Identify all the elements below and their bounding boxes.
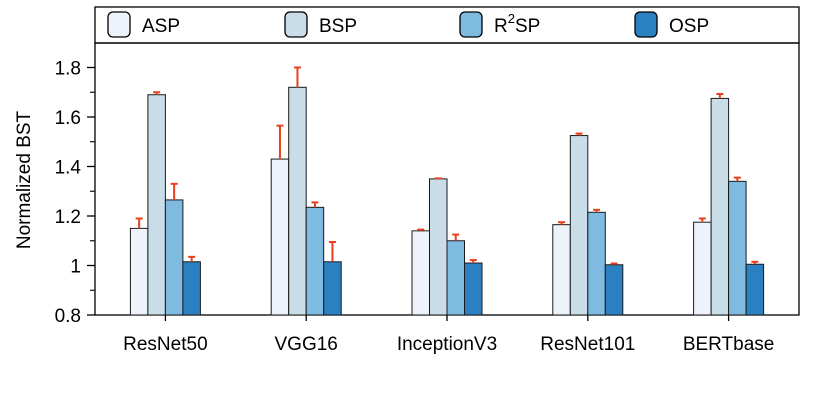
bars <box>129 86 765 316</box>
bar <box>429 178 448 316</box>
x-tick-label: ResNet101 <box>540 334 635 355</box>
bar <box>411 230 430 316</box>
bar <box>305 206 325 316</box>
bar <box>569 135 589 316</box>
bar <box>587 211 606 316</box>
y-axis: 0.8 1 1.2 1.4 1.6 1.8 <box>55 59 95 327</box>
x-tick-label: InceptionV3 <box>397 334 497 355</box>
bar <box>147 94 166 316</box>
bar <box>745 263 765 316</box>
x-tick-label: ResNet50 <box>123 334 208 355</box>
legend-label-r2sp-sup: 2 <box>508 11 515 26</box>
legend-swatch-osp <box>634 11 658 38</box>
legend-swatch-asp <box>107 11 131 38</box>
bar <box>129 227 149 316</box>
bar <box>604 264 624 316</box>
bar <box>710 97 730 316</box>
y-tick-label: 1.8 <box>55 59 81 80</box>
x-axis: ResNet50 VGG16 InceptionV3 ResNet101 BERTbas… <box>123 315 774 355</box>
error-bars <box>135 66 759 265</box>
bar <box>446 240 465 316</box>
bar <box>164 199 184 316</box>
bar <box>288 86 307 316</box>
y-tick-label: 1.2 <box>55 207 81 228</box>
legend-label-r2sp-main: R <box>494 16 508 37</box>
x-tick-label: BERTbase <box>683 334 775 355</box>
x-tick-label: VGG16 <box>275 334 338 355</box>
legend-label-osp: OSP <box>669 16 709 37</box>
bar <box>552 224 571 316</box>
y-axis-title: Normalized BST <box>14 110 35 249</box>
y-tick-label: 1 <box>70 257 81 278</box>
legend-label-r2sp: R2SP <box>494 11 540 37</box>
legend-label-bsp: BSP <box>319 16 357 37</box>
y-tick-label: 1.6 <box>55 108 81 129</box>
bar <box>270 158 290 316</box>
legend-frame <box>94 6 800 44</box>
legend-label-r2sp-tail: SP <box>515 16 540 37</box>
legend-swatch-r2sp <box>459 11 483 38</box>
y-tick-label: 1.4 <box>55 158 82 179</box>
legend-swatch-bsp <box>284 11 308 38</box>
legend: ASP BSP R2SP OSP <box>94 6 800 44</box>
bar <box>182 261 201 316</box>
bar <box>728 180 747 316</box>
y-tick-label: 0.8 <box>55 306 81 327</box>
bar <box>693 221 712 316</box>
bar <box>464 262 483 316</box>
legend-label-asp: ASP <box>142 16 180 37</box>
bar <box>323 261 342 316</box>
